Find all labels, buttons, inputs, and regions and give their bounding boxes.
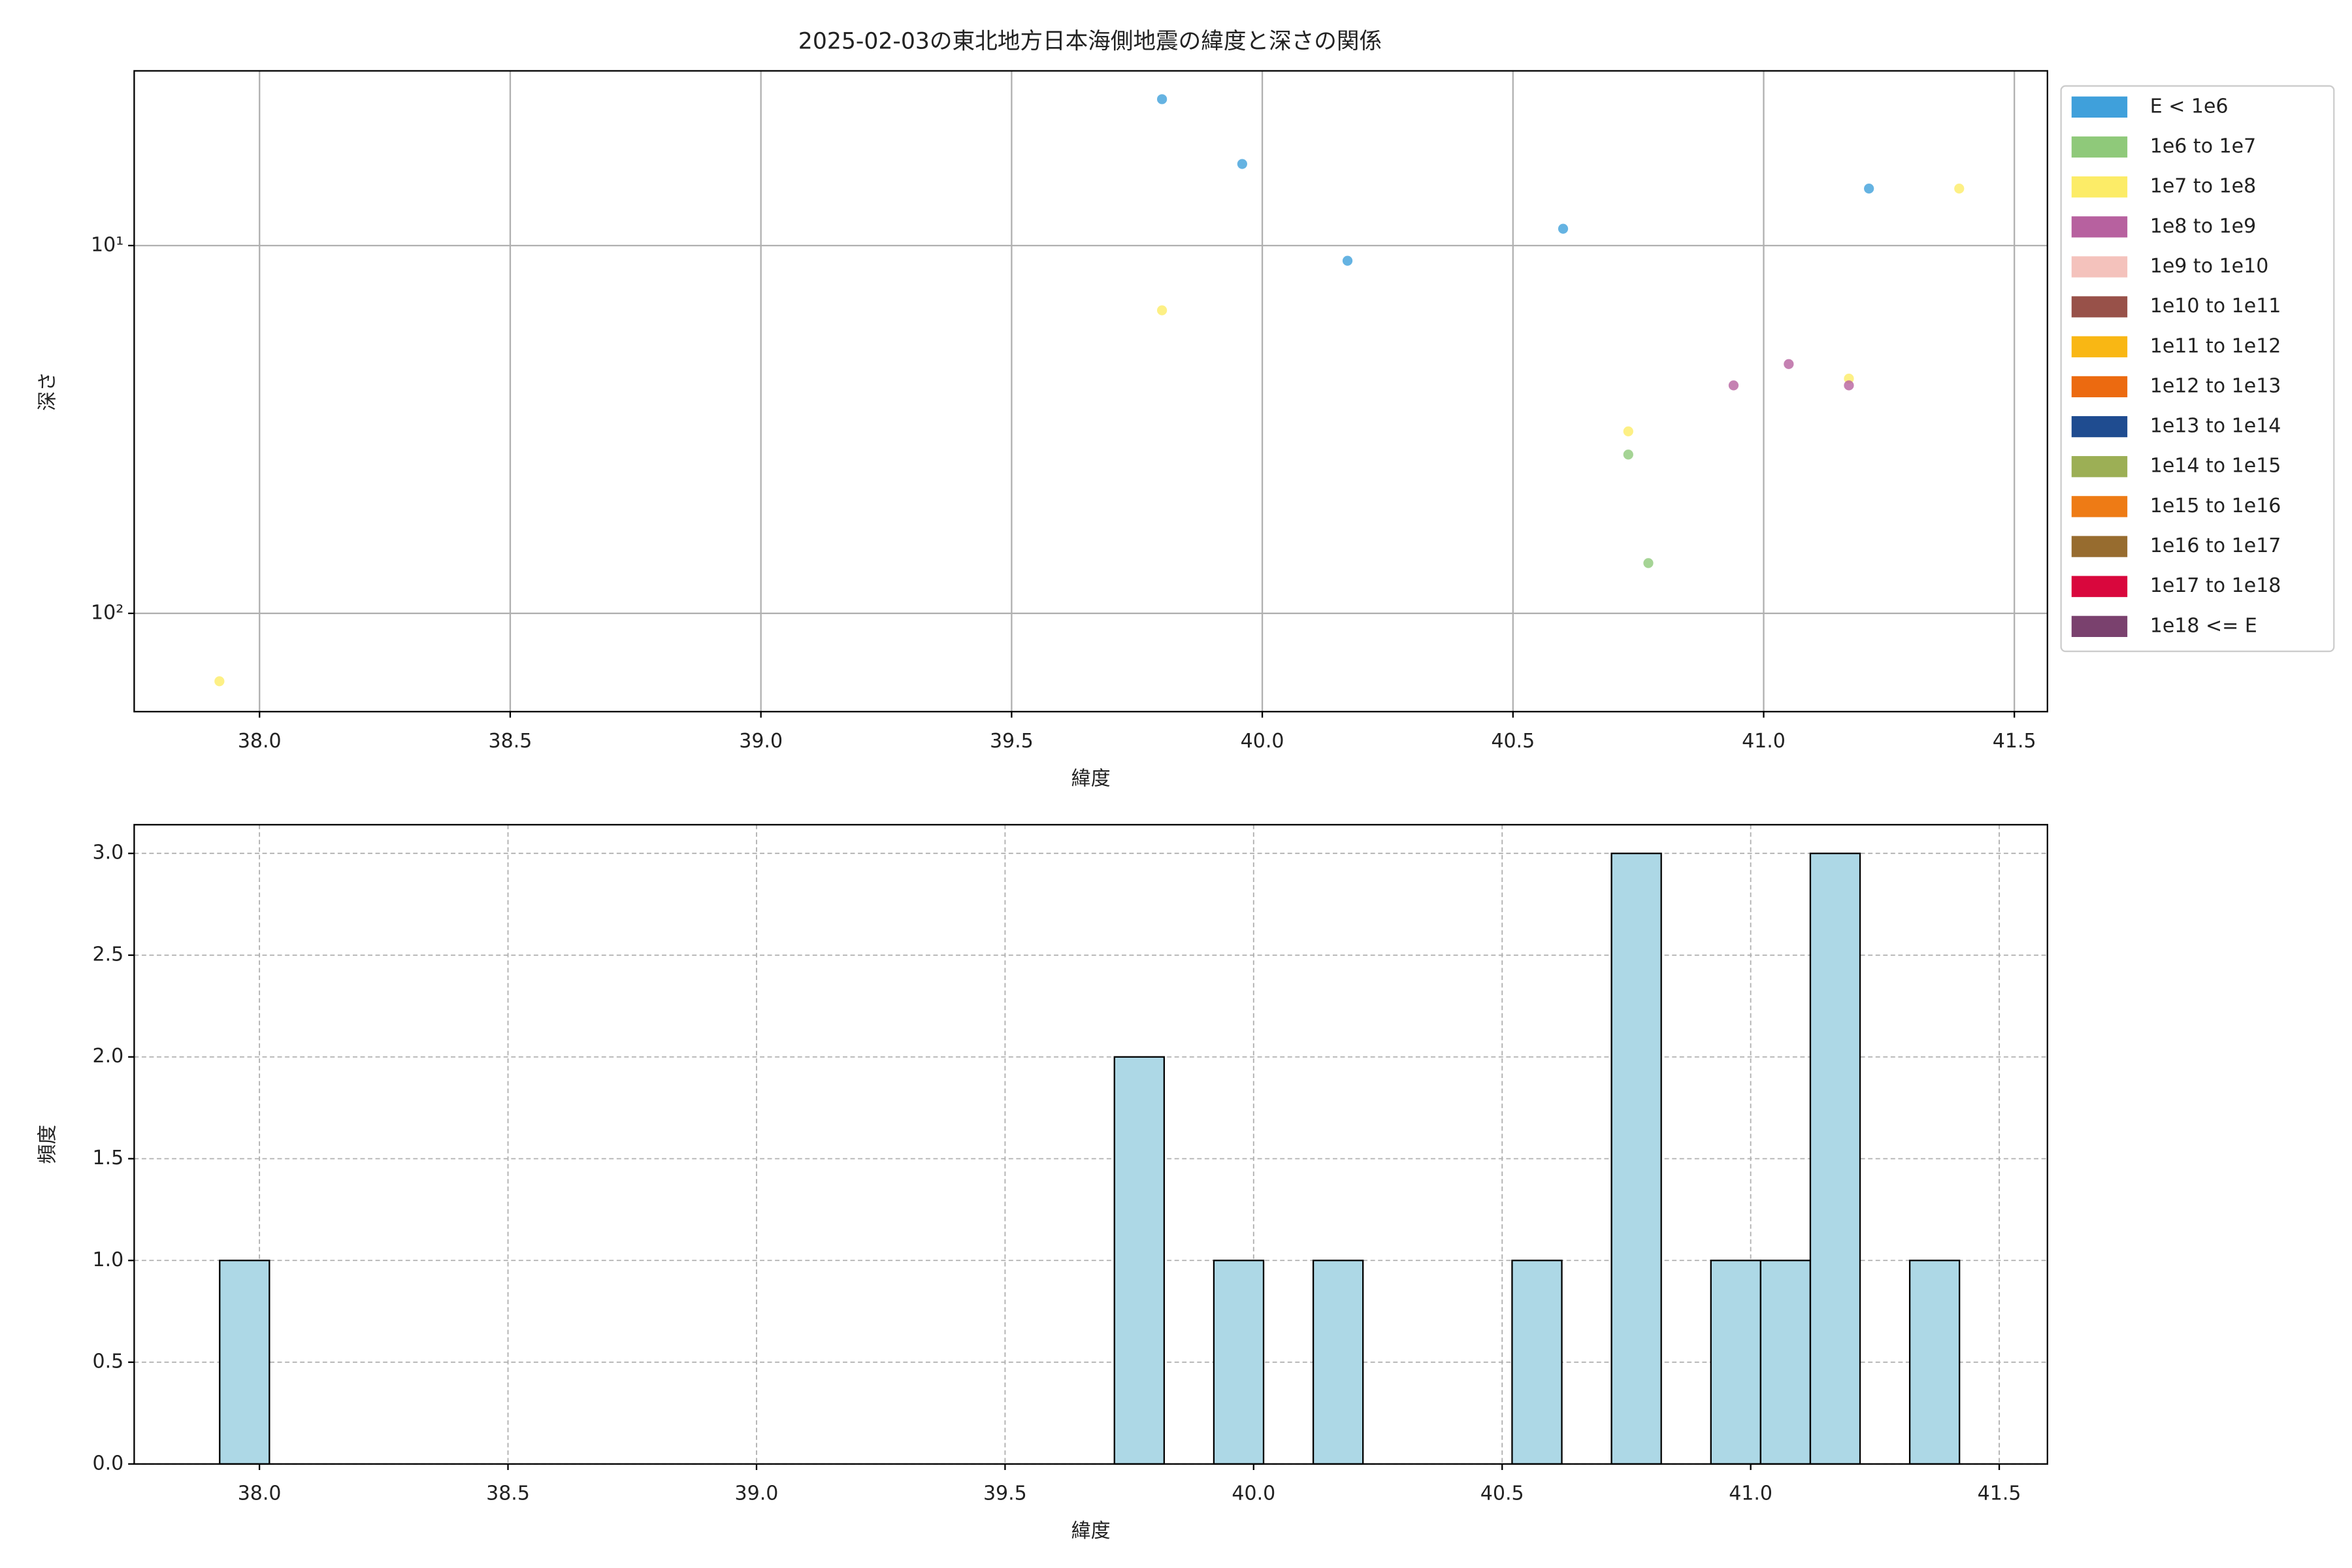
legend-label: 1e12 to 1e13: [2150, 374, 2281, 397]
point: [1728, 380, 1739, 391]
bar: [219, 1260, 270, 1465]
x-tick-label: 39.0: [735, 1482, 779, 1505]
plot-frame: [133, 70, 2048, 713]
x-tick-label: 40.0: [1232, 1482, 1275, 1505]
point: [1844, 380, 1854, 391]
legend-label: 1e13 to 1e14: [2150, 415, 2281, 438]
legend-swatch: [2071, 96, 2128, 118]
legend-label: 1e9 to 1e10: [2150, 255, 2269, 278]
x-tick-label: 39.5: [990, 730, 1034, 753]
bar: [1610, 853, 1662, 1465]
y-tick-label: 10²: [91, 601, 123, 624]
x-tick-label: 41.0: [1742, 730, 1786, 753]
bar: [1113, 1056, 1165, 1465]
legend-swatch: [2071, 336, 2128, 357]
bar: [1213, 1260, 1265, 1465]
y-tick-label: 1.0: [93, 1249, 124, 1271]
y-tick-label: 10¹: [91, 233, 123, 256]
plot-frame: [133, 824, 2048, 1465]
point: [1237, 159, 1247, 169]
legend-swatch: [2071, 496, 2128, 517]
bar: [1312, 1260, 1364, 1465]
legend-swatch: [2071, 376, 2128, 398]
point: [1156, 305, 1168, 316]
point: [1342, 255, 1353, 266]
x-tick-label: 40.5: [1480, 1482, 1524, 1505]
chart-title: 2025-02-03の東北地方日本海側地震の緯度と深さの関係: [798, 29, 1382, 55]
legend-swatch: [2071, 536, 2128, 557]
legend-label: 1e11 to 1e12: [2150, 335, 2281, 357]
x-tick-label: 40.5: [1491, 730, 1535, 753]
x-axis-label: 緯度: [1071, 1520, 1111, 1543]
point: [1623, 426, 1633, 436]
y-tick-label: 2.5: [93, 943, 124, 966]
x-tick-label: 38.0: [238, 1482, 282, 1505]
y-tick-label: 0.0: [93, 1452, 124, 1475]
point: [1623, 449, 1633, 460]
legend-label: 1e18 <= E: [2150, 614, 2257, 637]
legend-label: 1e16 to 1e17: [2150, 534, 2281, 557]
legend-label: 1e7 to 1e8: [2150, 175, 2256, 198]
x-tick-label: 41.5: [1993, 730, 2036, 753]
bar: [1759, 1260, 1812, 1465]
bar: [1511, 1260, 1563, 1465]
x-tick-label: 38.5: [486, 1482, 530, 1505]
legend-label: 1e17 to 1e18: [2150, 574, 2281, 597]
y-tick-label: 2.0: [93, 1045, 124, 1068]
x-tick-label: 40.0: [1241, 730, 1284, 753]
legend-label: 1e10 to 1e11: [2150, 295, 2281, 318]
y-tick-label: 0.5: [93, 1350, 124, 1373]
point: [1864, 184, 1874, 194]
y-axis-label: 頻度: [36, 1125, 59, 1164]
x-tick-label: 39.5: [983, 1482, 1027, 1505]
legend-swatch: [2071, 296, 2128, 318]
x-tick-label: 39.0: [739, 730, 783, 753]
legend-swatch: [2071, 416, 2128, 438]
point: [214, 676, 225, 687]
x-tick-label: 38.5: [489, 730, 532, 753]
point: [1643, 558, 1654, 568]
legend-label: 1e8 to 1e9: [2150, 215, 2256, 238]
legend-label: 1e14 to 1e15: [2150, 455, 2281, 478]
x-axis-label: 緯度: [1071, 768, 1111, 791]
point: [1844, 373, 1854, 384]
legend-box: [2060, 85, 2335, 653]
legend-swatch: [2071, 136, 2128, 158]
y-tick-label: 3.0: [93, 841, 124, 864]
legend-swatch: [2071, 456, 2128, 478]
y-tick-label: 1.5: [93, 1147, 124, 1169]
legend-swatch: [2071, 615, 2128, 637]
legend-swatch: [2071, 256, 2128, 278]
point: [1954, 184, 1965, 194]
bar: [1908, 1260, 1961, 1465]
legend-swatch: [2071, 216, 2128, 238]
point: [1558, 223, 1569, 234]
legend-swatch: [2071, 576, 2128, 597]
x-tick-label: 41.5: [1978, 1482, 2021, 1505]
point: [1156, 94, 1168, 105]
bar: [1809, 853, 1861, 1465]
x-tick-label: 41.0: [1729, 1482, 1772, 1505]
x-tick-label: 38.0: [238, 730, 282, 753]
legend-swatch: [2071, 176, 2128, 198]
legend-label: 1e6 to 1e7: [2150, 135, 2256, 158]
y-axis-label: 深さ: [36, 372, 59, 411]
point: [1784, 359, 1794, 369]
legend-label: 1e15 to 1e16: [2150, 495, 2281, 517]
bar: [1710, 1260, 1761, 1465]
legend-label: E < 1e6: [2150, 95, 2229, 118]
